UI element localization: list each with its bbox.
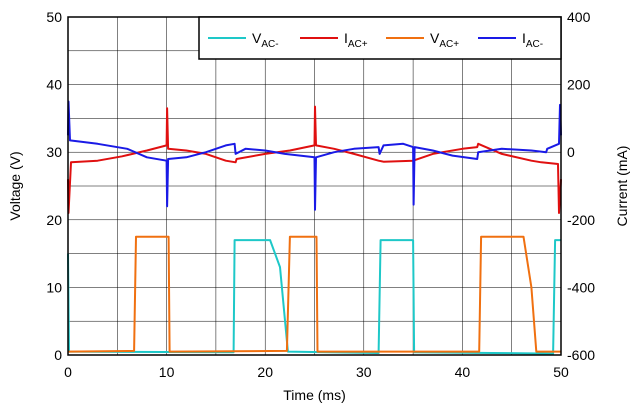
series-line-i-ac- [67,100,562,211]
y-right-tick-label: 0 [567,144,575,160]
legend: VAC- IAC+ VAC+ IAC- [198,16,562,60]
series-group [67,100,562,355]
tick-labels: 0 10 20 30 40 5001020304050-600-400-200020040… [46,9,595,380]
series-line-i-ac- [67,105,562,214]
y-right-tick-label: 400 [567,9,591,25]
y-left-tick-label: 0 [54,347,62,363]
y-left-tick-label: 20 [46,212,62,228]
y-right-tick-label: -400 [567,279,595,295]
x-tick-label: 50 [553,364,569,380]
y-right-tick-label: -600 [567,347,595,363]
x-axis-label: Time (ms) [283,387,345,403]
y-left-tick-label: 10 [46,279,62,295]
y-axis-left-label: Voltage (V) [7,151,23,220]
legend-label: IAC+ [344,30,368,50]
legend-label: VAC+ [430,30,459,50]
series-line-v-ac- [67,239,561,355]
y-left-tick-label: 50 [46,9,62,25]
y-left-tick-label: 40 [46,77,62,93]
x-tick-label: 20 [257,364,273,380]
legend-label: VAC- [252,30,279,50]
y-right-tick-label: 200 [567,77,591,93]
x-tick-label: 30 [356,364,372,380]
x-tick-label: 0 [64,364,72,380]
x-tick-label: 10 [159,364,175,380]
y-left-tick-label: 30 [46,144,62,160]
series-line-v-ac- [67,235,561,353]
y-axis-right-label: Current (mA) [614,146,630,227]
y-right-tick-label: -200 [567,212,595,228]
x-tick-label: 40 [455,364,471,380]
legend-label: IAC- [522,30,543,50]
